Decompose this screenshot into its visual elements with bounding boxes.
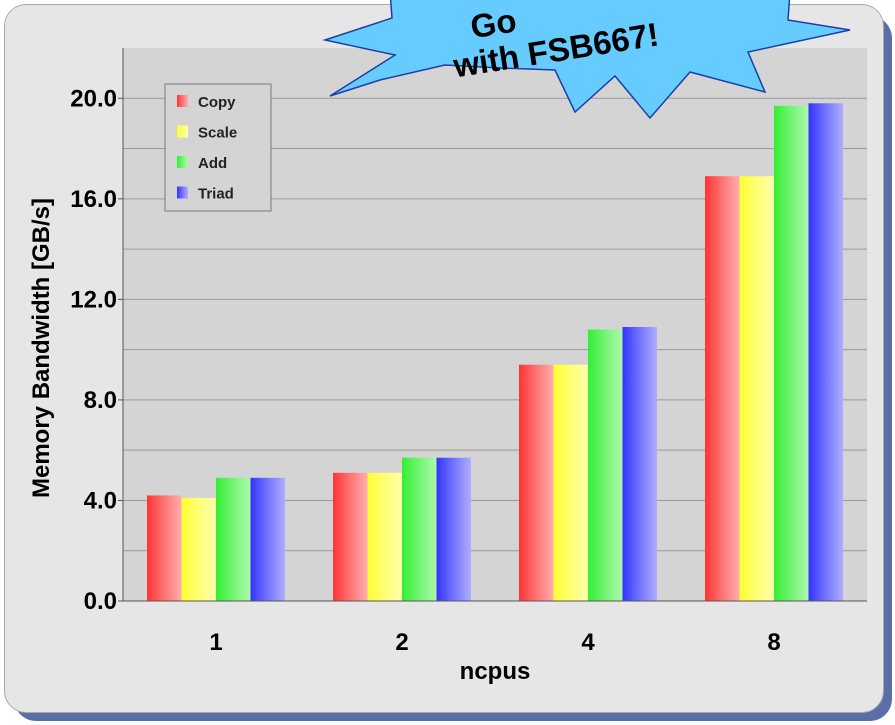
x-tick-label: 8 bbox=[767, 629, 780, 656]
starburst-callout: Go with FSB667! bbox=[322, 0, 851, 120]
legend-swatch bbox=[177, 125, 188, 138]
y-tick-label: 16.0 bbox=[70, 186, 117, 213]
x-axis-title: ncpus bbox=[460, 658, 531, 685]
bar-triad-1 bbox=[250, 477, 285, 601]
callout-line-1: Go bbox=[468, 2, 519, 46]
bar-scale-2 bbox=[367, 472, 402, 601]
bar-triad-8 bbox=[808, 103, 843, 602]
bar-scale-4 bbox=[553, 364, 588, 601]
y-tick-label: 4.0 bbox=[84, 487, 117, 514]
y-tick-label: 0.0 bbox=[84, 588, 117, 615]
starburst-shape bbox=[322, 0, 851, 120]
bar-copy-2 bbox=[333, 472, 368, 601]
x-tick-labels: 1 2 4 8 bbox=[209, 629, 780, 656]
legend-swatch bbox=[177, 156, 188, 168]
bar-triad-2 bbox=[436, 457, 471, 601]
legend-label: Add bbox=[198, 155, 227, 172]
bar-add-4 bbox=[588, 329, 623, 601]
bar-triad-4 bbox=[622, 327, 657, 601]
legend-label: Copy bbox=[198, 94, 236, 111]
bars bbox=[147, 103, 843, 602]
bar-add-1 bbox=[216, 477, 251, 601]
y-tick-label: 8.0 bbox=[84, 387, 117, 414]
legend-label: Triad bbox=[198, 186, 234, 203]
y-tick-label: 20.0 bbox=[70, 85, 117, 112]
legend-label: Scale bbox=[198, 125, 237, 142]
x-tick-label: 2 bbox=[395, 629, 408, 656]
axes bbox=[122, 48, 867, 602]
bar-copy-4 bbox=[519, 364, 554, 601]
bar-add-2 bbox=[402, 457, 437, 601]
bar-scale-8 bbox=[739, 176, 774, 602]
bar-copy-8 bbox=[705, 176, 740, 602]
y-axis-title: Memory Bandwidth [GB/s] bbox=[28, 198, 55, 498]
x-tick-label: 4 bbox=[581, 629, 595, 656]
legend: Copy Scale Add Triad bbox=[164, 83, 272, 212]
bar-copy-1 bbox=[147, 495, 182, 601]
legend-swatch bbox=[177, 95, 188, 107]
y-tick-labels: 0.0 4.0 8.0 12.0 16.0 20.0 bbox=[70, 85, 123, 615]
y-tick-label: 12.0 bbox=[70, 286, 117, 313]
legend-swatch bbox=[177, 186, 188, 199]
bar-scale-1 bbox=[181, 497, 216, 601]
x-tick-label: 1 bbox=[209, 629, 222, 656]
bar-add-8 bbox=[774, 105, 809, 602]
